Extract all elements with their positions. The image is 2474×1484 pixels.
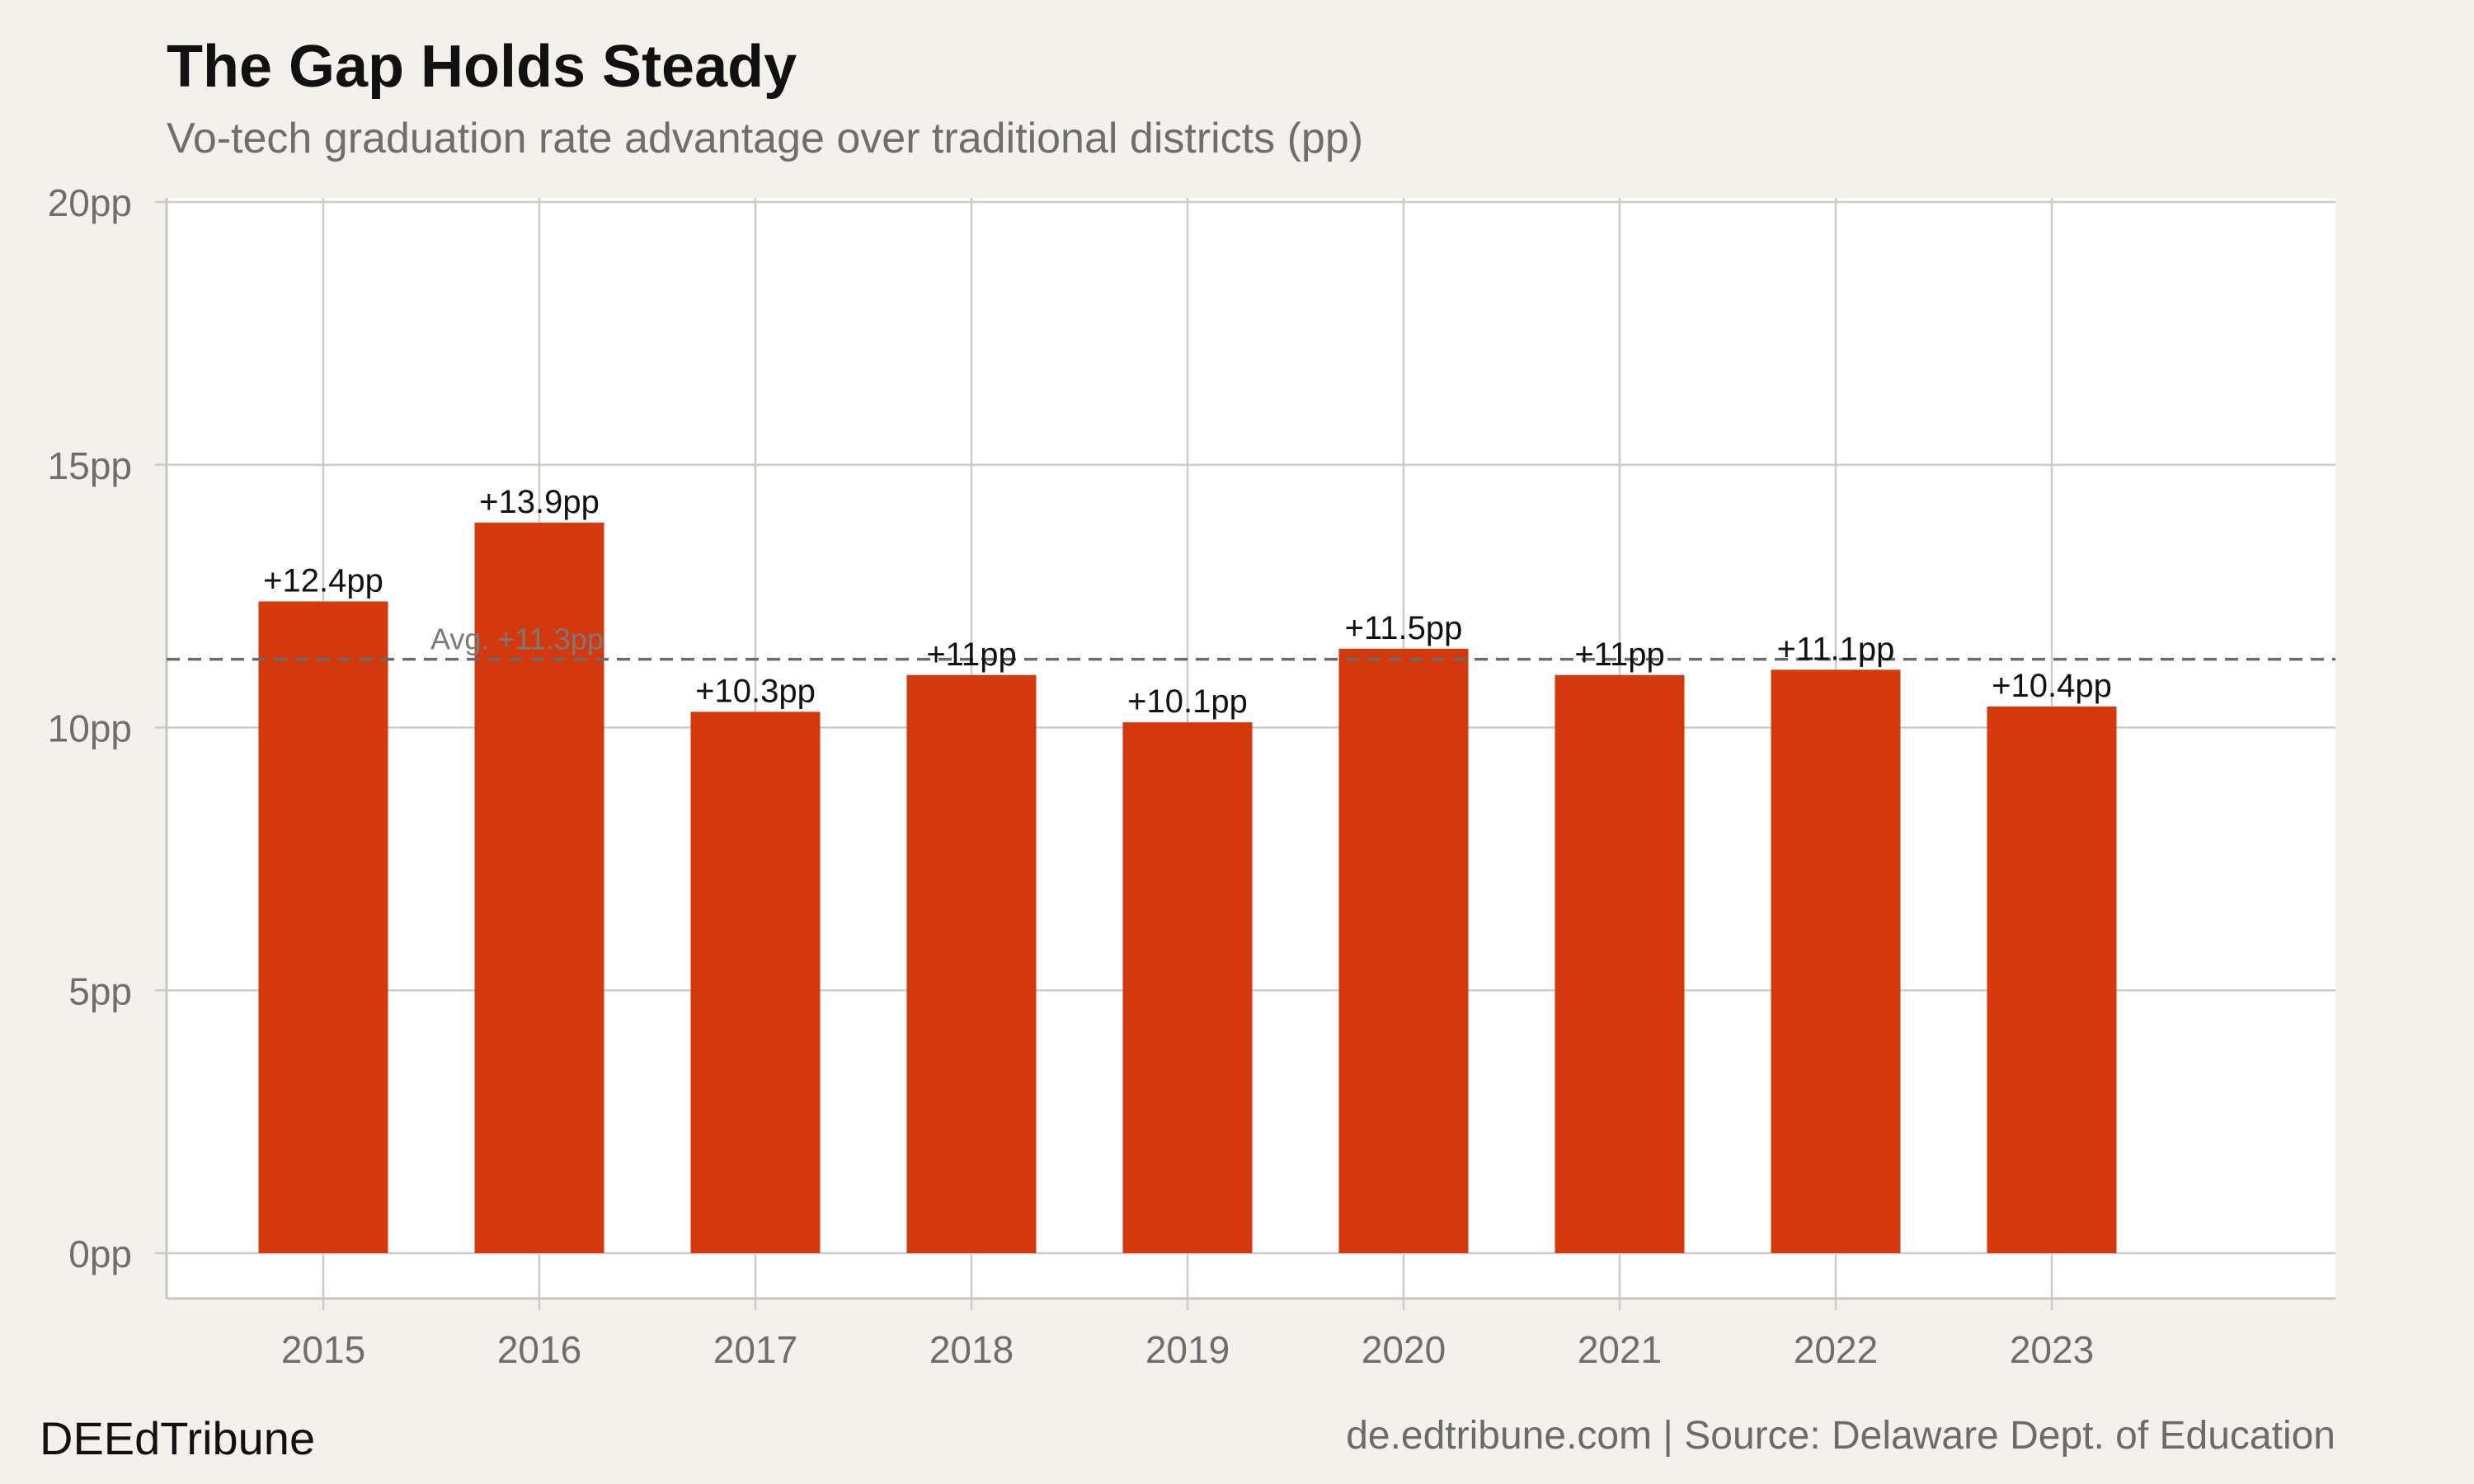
data-label: +11pp: [1574, 636, 1664, 673]
data-label: +10.1pp: [1127, 683, 1248, 720]
x-tick-label: 2015: [281, 1328, 365, 1371]
bar-2018: [906, 674, 1037, 1253]
bar-2015: [258, 601, 388, 1253]
bar-2022: [1771, 669, 1901, 1253]
source-credit: de.edtribune.com | Source: Delaware Dept…: [1346, 1414, 2335, 1458]
bar-2020: [1338, 648, 1469, 1253]
x-tick-label: 2021: [1578, 1328, 1662, 1371]
y-tick-label: 0pp: [68, 1233, 132, 1275]
data-label: +11.5pp: [1345, 610, 1463, 646]
x-tick-label: 2017: [713, 1328, 797, 1371]
y-tick-label: 20pp: [48, 181, 132, 224]
x-tick-label: 2023: [2010, 1328, 2094, 1371]
bar-2023: [1987, 707, 2117, 1253]
data-label: +11.1pp: [1777, 631, 1895, 667]
y-tick-label: 10pp: [48, 707, 132, 750]
brand-logo-text: DEEdTribune: [40, 1412, 316, 1464]
bar-2016: [474, 522, 604, 1253]
x-tick-label: 2016: [497, 1328, 581, 1371]
x-tick-label: 2019: [1145, 1328, 1230, 1371]
chart-title: The Gap Holds Steady: [167, 34, 797, 100]
data-label: +10.3pp: [695, 673, 816, 709]
x-tick-label: 2020: [1362, 1328, 1446, 1371]
data-label: +10.4pp: [1992, 668, 2112, 704]
average-label: Avg. +11.3pp: [430, 622, 604, 656]
data-label: +11pp: [926, 636, 1016, 673]
x-tick-label: 2022: [1794, 1328, 1878, 1371]
chart-subtitle: Vo-tech graduation rate advantage over t…: [167, 115, 1364, 162]
y-tick-label: 15pp: [48, 444, 132, 487]
bar-2017: [690, 711, 821, 1253]
bar-2021: [1554, 674, 1685, 1253]
data-label: +12.4pp: [263, 563, 383, 599]
bar-2019: [1122, 722, 1253, 1253]
x-tick-label: 2018: [929, 1328, 1014, 1371]
data-label: +13.9pp: [479, 484, 600, 520]
y-tick-label: 5pp: [68, 970, 132, 1012]
